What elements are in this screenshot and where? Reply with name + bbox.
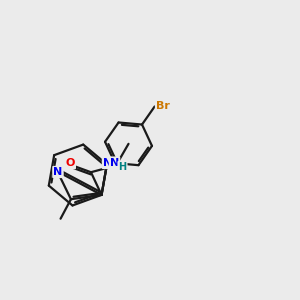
Text: N: N [53,167,63,177]
Text: O: O [65,158,75,168]
Text: N: N [110,158,119,168]
Text: N: N [103,158,112,168]
Text: H: H [118,162,127,172]
Text: Br: Br [156,101,170,112]
